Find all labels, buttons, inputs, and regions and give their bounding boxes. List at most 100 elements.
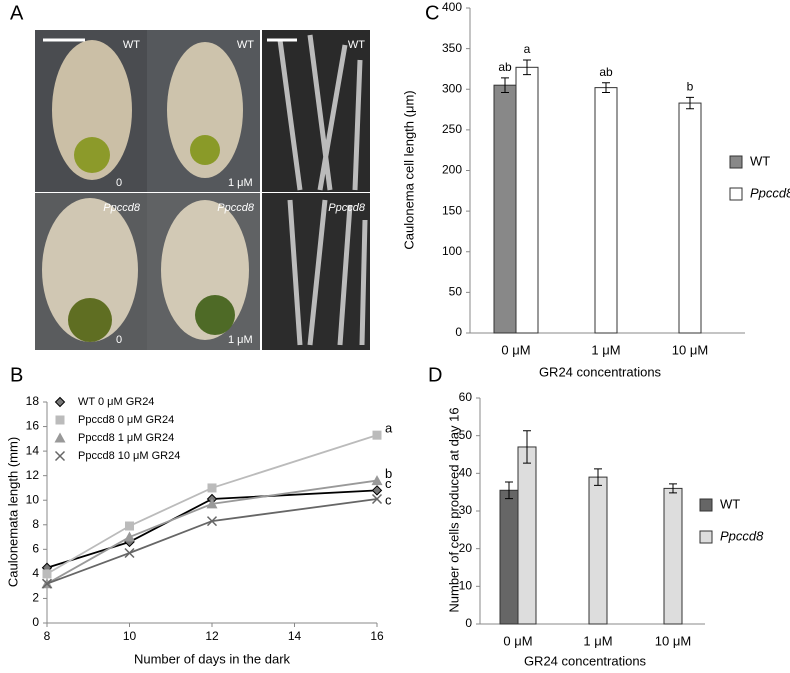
marker bbox=[55, 415, 65, 425]
annotation: a bbox=[385, 421, 393, 436]
photo-label: 0 bbox=[116, 177, 122, 189]
y-axis-title: Number of cells produced at day 16 bbox=[446, 407, 461, 612]
x-tick-label: 8 bbox=[44, 629, 51, 643]
marker bbox=[207, 483, 217, 493]
y-tick-label: 250 bbox=[442, 122, 462, 136]
y-tick-label: 150 bbox=[442, 203, 462, 217]
annotation: c bbox=[385, 492, 392, 507]
bar bbox=[515, 66, 539, 334]
error-bar bbox=[669, 483, 677, 494]
y-tick-label: 16 bbox=[26, 419, 40, 433]
photo-label: Ppccd8 bbox=[103, 202, 141, 214]
y-tick-label: 14 bbox=[26, 443, 40, 457]
marker bbox=[371, 485, 383, 496]
y-tick-label: 350 bbox=[442, 41, 462, 55]
x-axis-title: Number of days in the dark bbox=[134, 651, 291, 666]
x-tick-label: 1 μM bbox=[583, 633, 612, 648]
photo-label: Ppccd8 bbox=[217, 202, 255, 214]
x-tick-label: 10 μM bbox=[672, 342, 708, 357]
error-bar bbox=[602, 82, 610, 93]
y-tick-label: 50 bbox=[459, 428, 473, 442]
y-tick-label: 50 bbox=[449, 285, 463, 299]
significance-letter: a bbox=[524, 42, 531, 56]
y-tick-label: 20 bbox=[459, 541, 473, 555]
cells bbox=[277, 34, 368, 346]
marker bbox=[54, 432, 66, 443]
y-tick-label: 30 bbox=[459, 503, 473, 517]
y-axis-title: Caulonemata length (mm) bbox=[5, 437, 20, 587]
photo-label: WT bbox=[123, 39, 140, 51]
panel-label: A bbox=[10, 2, 24, 24]
legend-swatch bbox=[699, 530, 713, 544]
bar bbox=[499, 489, 519, 625]
y-tick-label: 100 bbox=[442, 244, 462, 258]
x-axis-title: GR24 concentrations bbox=[524, 653, 647, 668]
x-tick-label: 0 μM bbox=[503, 633, 532, 648]
photo-label: Ppccd8 bbox=[328, 202, 366, 214]
marker bbox=[124, 531, 135, 542]
legend-label: Ppccd8 bbox=[750, 185, 790, 200]
y-tick-label: 40 bbox=[459, 466, 473, 480]
marker bbox=[206, 516, 218, 527]
panel-label: D bbox=[428, 364, 442, 386]
y-tick-label: 2 bbox=[32, 591, 39, 605]
x-tick-label: 1 μM bbox=[591, 342, 620, 357]
bar bbox=[493, 84, 517, 334]
significance-letter: ab bbox=[498, 60, 512, 74]
significance-letter: ab bbox=[599, 65, 613, 79]
photo-label: WT bbox=[348, 39, 365, 51]
error-bar bbox=[594, 468, 602, 486]
error-bar bbox=[523, 59, 531, 76]
y-tick-label: 0 bbox=[455, 325, 462, 339]
error-bar bbox=[523, 430, 531, 464]
x-tick-label: 10 bbox=[123, 629, 137, 643]
annotation: b bbox=[385, 466, 392, 481]
marker bbox=[41, 578, 53, 589]
y-tick-label: 300 bbox=[442, 81, 462, 95]
y-tick-label: 400 bbox=[442, 0, 462, 14]
marker bbox=[372, 430, 382, 440]
bar bbox=[588, 476, 608, 625]
significance-letter: b bbox=[687, 80, 694, 94]
y-tick-label: 10 bbox=[459, 579, 473, 593]
x-tick-label: 14 bbox=[288, 629, 302, 643]
y-tick-label: 200 bbox=[442, 163, 462, 177]
panel-label: C bbox=[425, 2, 439, 24]
legend-label: Ppccd8 1 μM GR24 bbox=[78, 432, 174, 444]
legend-label: WT 0 μM GR24 bbox=[78, 396, 154, 408]
y-tick-label: 10 bbox=[26, 492, 40, 506]
photo-label: 1 μM bbox=[228, 177, 253, 189]
bar bbox=[517, 446, 537, 625]
legend-label: WT bbox=[720, 496, 740, 511]
filaments bbox=[42, 198, 138, 342]
panel-a: A WT 0 WT 1 μM WT Ppccd8 0 Ppccd8 1 μM P… bbox=[10, 2, 370, 350]
error-bar bbox=[505, 481, 513, 500]
marker bbox=[371, 475, 383, 486]
photo-label: 1 μM bbox=[228, 334, 253, 346]
bar bbox=[594, 87, 618, 334]
y-tick-label: 6 bbox=[32, 542, 39, 556]
x-tick-label: 10 μM bbox=[655, 633, 691, 648]
y-tick-label: 18 bbox=[26, 394, 40, 408]
x-axis-title: GR24 concentrations bbox=[539, 364, 662, 379]
marker bbox=[54, 396, 66, 408]
legend-swatch bbox=[729, 187, 743, 201]
legend-label: WT bbox=[750, 153, 770, 168]
marker bbox=[206, 498, 218, 509]
marker bbox=[125, 521, 134, 531]
colony bbox=[68, 298, 112, 342]
y-tick-label: 0 bbox=[465, 616, 472, 630]
panel-label: B bbox=[10, 364, 23, 386]
legend-label: Ppccd8 10 μM GR24 bbox=[78, 450, 180, 462]
legend-label: Ppccd8 bbox=[720, 528, 764, 543]
colony bbox=[190, 135, 220, 165]
filaments bbox=[52, 40, 132, 180]
series-line bbox=[46, 434, 378, 575]
annotation: c bbox=[385, 476, 392, 491]
error-bar bbox=[501, 77, 509, 93]
series-line bbox=[46, 479, 378, 585]
photo-label: WT bbox=[237, 39, 254, 51]
filaments bbox=[167, 42, 243, 178]
marker bbox=[54, 450, 66, 462]
